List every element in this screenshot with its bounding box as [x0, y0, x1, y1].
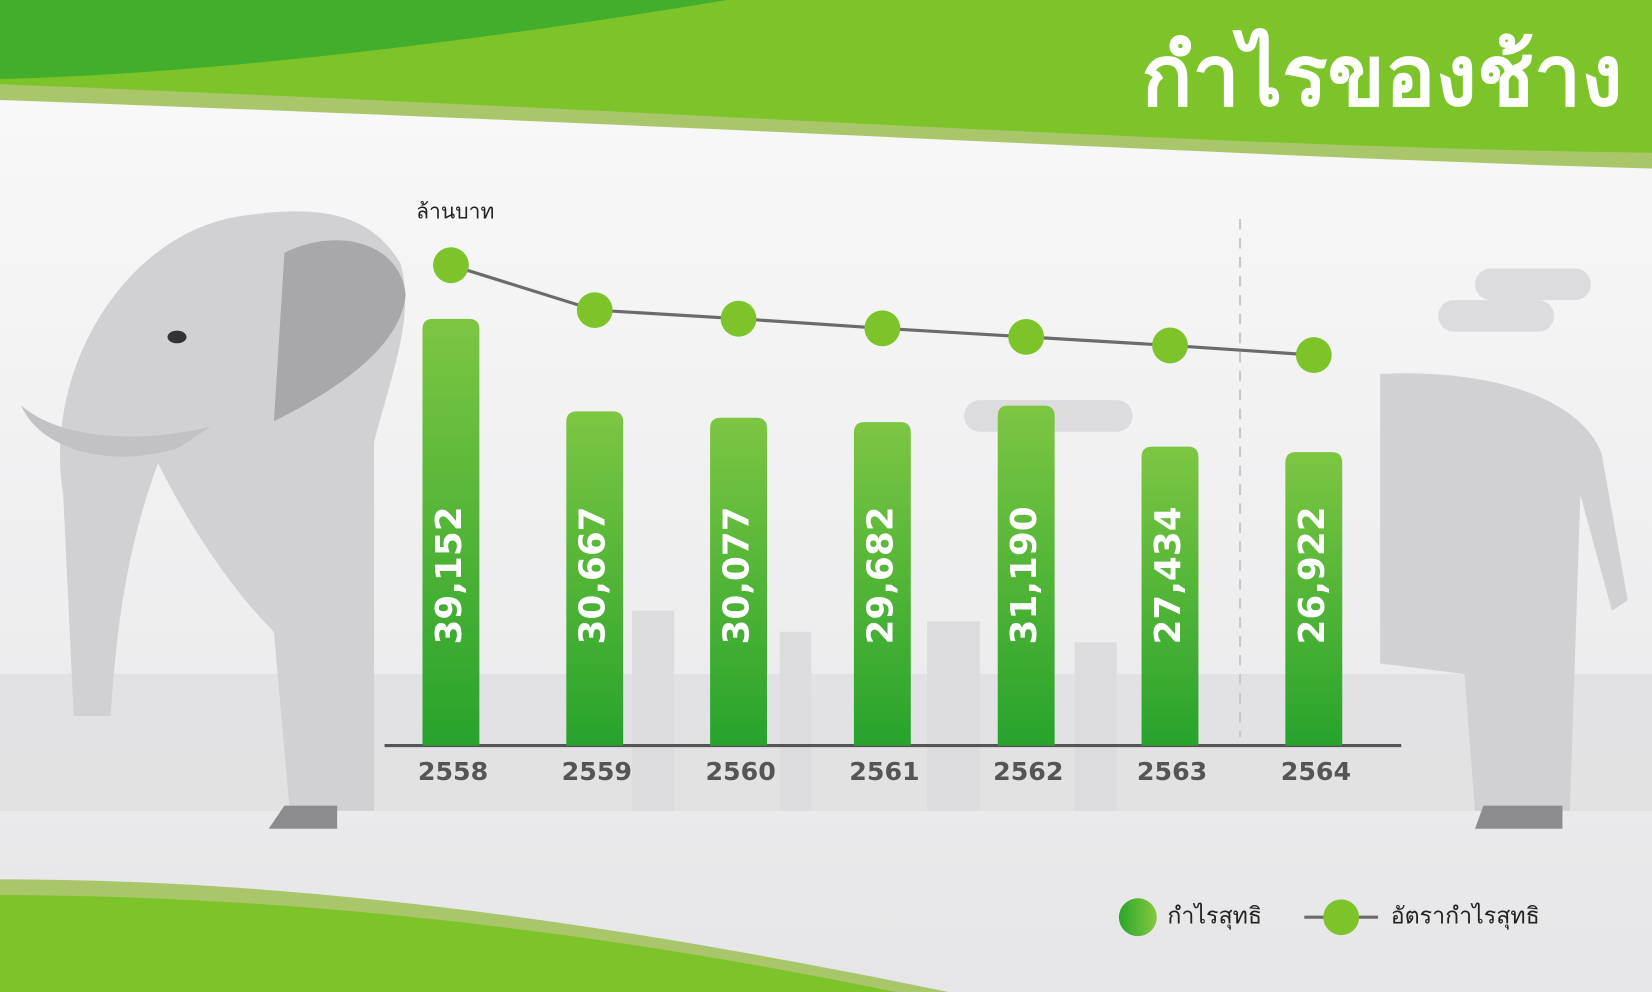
elephant-back: [1380, 373, 1628, 829]
bar-value-label: 29,682: [860, 506, 901, 644]
x-tick-label: 2561: [849, 757, 919, 786]
bar-value-label: 30,077: [717, 506, 758, 644]
chart-title: กำไรของช้าง: [1141, 27, 1622, 125]
line-point: [1008, 318, 1045, 355]
bar-value-label: 27,434: [1148, 506, 1189, 644]
legend-swatch: [1118, 898, 1157, 937]
x-tick-label: 2563: [1137, 757, 1207, 786]
bar: [422, 318, 480, 746]
line-point: [576, 292, 613, 329]
bar-value-label: 39,152: [429, 506, 470, 644]
bottom-wave: [0, 895, 896, 992]
bar: [566, 411, 624, 746]
bar-value-label: 31,190: [1004, 506, 1045, 644]
bar: [1141, 446, 1199, 746]
unit-label: ล้านบาท: [416, 199, 494, 224]
bar: [1285, 452, 1343, 746]
x-tick-label: 2559: [562, 757, 632, 786]
line-point: [720, 300, 757, 337]
bar: [853, 422, 911, 746]
line-point: [864, 310, 901, 347]
elephant-front: [21, 211, 406, 829]
top-wave-dark: [0, 0, 727, 79]
x-tick-label: 2564: [1281, 757, 1351, 786]
legend-label: อัตรากำไรสุทธิ: [1391, 903, 1540, 930]
x-tick-label: 2558: [418, 757, 488, 786]
legend-swatch: [1323, 899, 1360, 936]
legend-label: กำไรสุทธิ: [1167, 903, 1262, 930]
bar: [710, 417, 767, 746]
bar-value-label: 30,667: [573, 506, 614, 644]
bar: [997, 405, 1055, 746]
line-point: [1295, 337, 1332, 373]
line-point: [1152, 327, 1188, 364]
city-skyline: [0, 268, 1652, 811]
x-tick-label: 2560: [705, 757, 775, 786]
line-point: [433, 247, 469, 284]
x-tick-label: 2562: [993, 757, 1063, 786]
bar-value-label: 26,922: [1292, 506, 1333, 644]
